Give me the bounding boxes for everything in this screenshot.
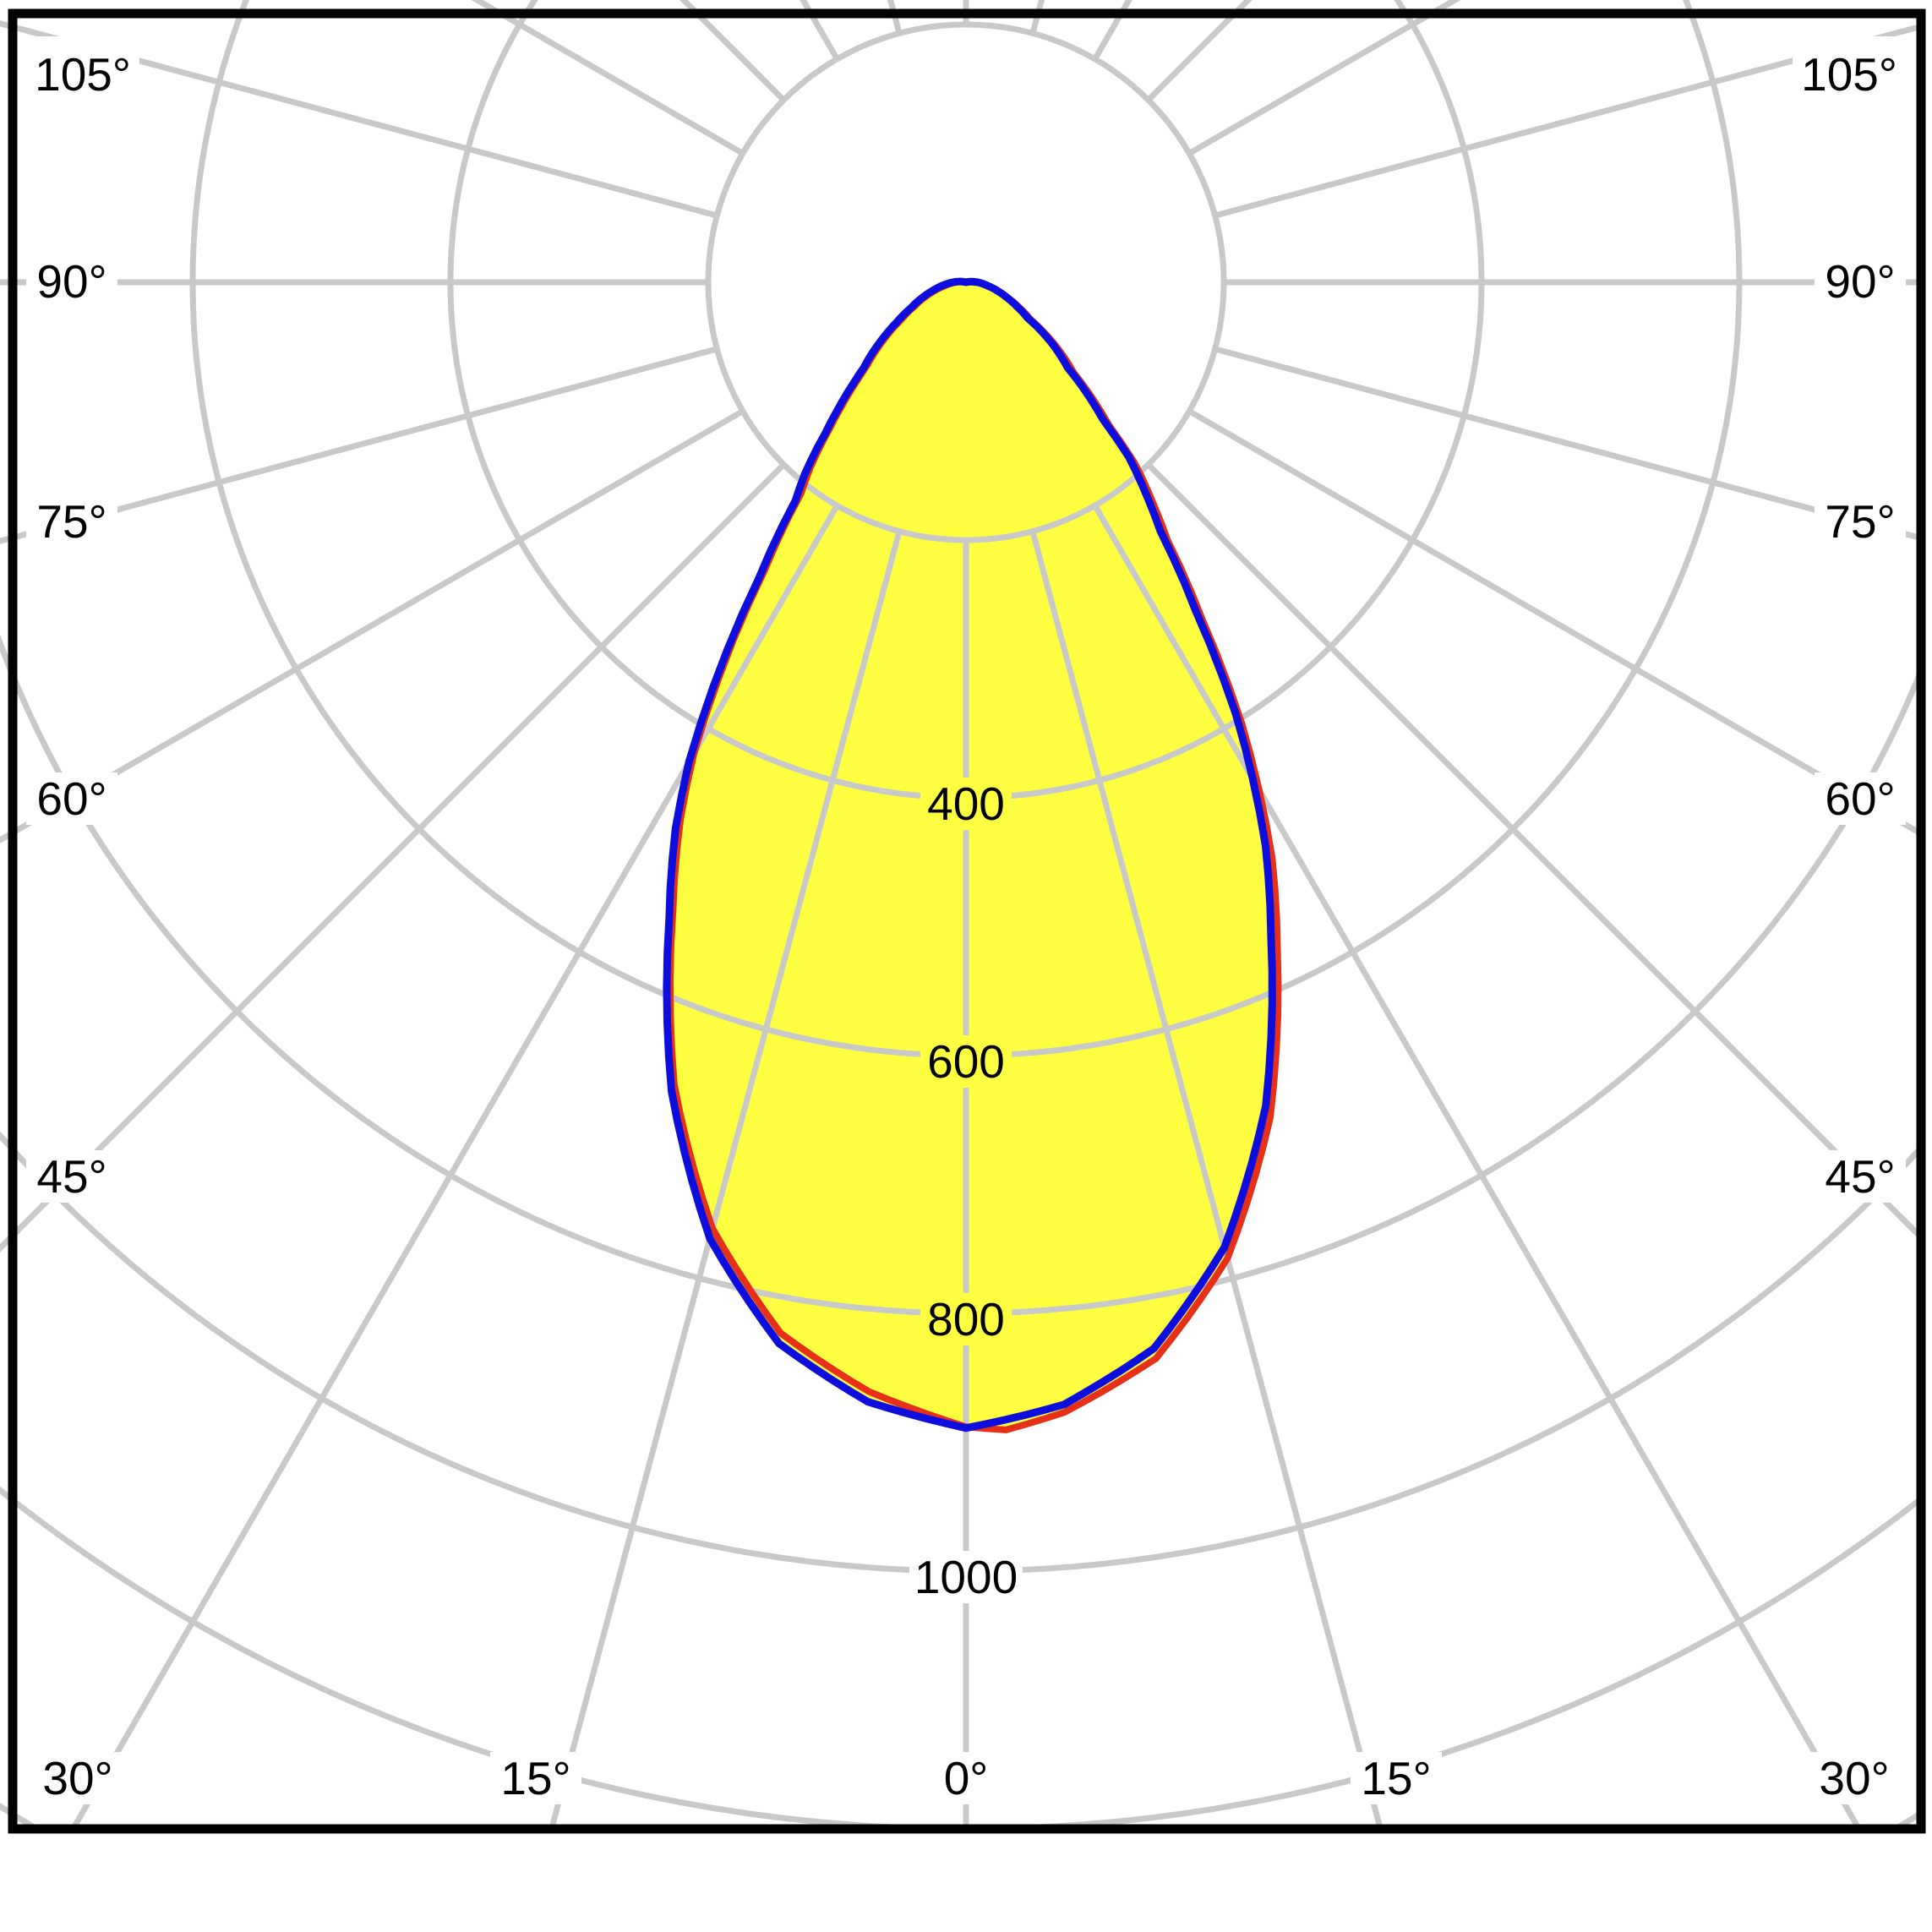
angle-tick-label-gap xyxy=(26,36,139,112)
intensity-curve-blue xyxy=(663,277,1276,1433)
radius-tick-label-gap xyxy=(909,1551,1023,1603)
angle-tick-label-gap xyxy=(26,1150,117,1203)
radius-tick-label-gap xyxy=(920,1035,1012,1088)
angle-tick-label: 0° xyxy=(944,1752,989,1804)
angle-tick-label: 15° xyxy=(500,1752,570,1804)
angle-tick-label: 75° xyxy=(36,495,106,548)
beam-lobe-fill xyxy=(666,281,1273,1428)
angle-tick-label: 30° xyxy=(42,1752,112,1804)
angle-tick-label-gap xyxy=(931,1752,1001,1804)
radius-tick-label: 1000 xyxy=(914,1551,1018,1603)
angle-tick-label: 90° xyxy=(36,255,106,308)
radius-tick-label-gap xyxy=(920,1293,1012,1345)
angle-grid-spoke xyxy=(1029,530,1384,1829)
angle-grid-spoke xyxy=(0,408,745,843)
angle-tick-label-gap xyxy=(1815,495,1906,548)
angle-tick-label-gap xyxy=(1793,36,1906,112)
angle-tick-label-gap xyxy=(1351,1752,1442,1804)
angle-tick-label-gap xyxy=(26,772,117,825)
angle-tick-label: 30° xyxy=(1819,1752,1889,1804)
angle-tick-label-gap xyxy=(1809,1752,1900,1804)
angle-tick-label-gap xyxy=(490,1752,581,1804)
angle-tick-label-gap xyxy=(1815,255,1906,308)
angle-grid-spoke xyxy=(548,530,903,1829)
angle-grid-spoke xyxy=(1187,408,1922,838)
radius-tick-label-gap xyxy=(920,778,1012,830)
angle-tick-label-gap xyxy=(26,255,117,308)
angle-tick-label-gap xyxy=(1815,772,1906,825)
angle-tick-label-gap xyxy=(32,1752,123,1804)
angle-grid-spoke xyxy=(1214,23,1922,219)
angle-tick-label: 105° xyxy=(35,48,131,101)
angle-tick-label: 15° xyxy=(1361,1752,1431,1804)
angle-grid-spoke xyxy=(1146,462,1922,1242)
radius-tick-label: 600 xyxy=(927,1035,1005,1088)
angle-tick-label: 45° xyxy=(36,1150,106,1203)
angle-tick-label-gap xyxy=(26,495,117,548)
angle-tick-label-gap xyxy=(1815,1150,1906,1203)
radius-tick-label: 400 xyxy=(927,778,1005,830)
radius-tick-label: 800 xyxy=(927,1293,1005,1345)
angle-tick-label: 75° xyxy=(1825,495,1895,548)
angle-grid-spoke xyxy=(69,504,840,1829)
angle-grid-spoke xyxy=(1214,346,1922,542)
angle-grid-spoke xyxy=(1092,504,1863,1829)
angle-tick-label: 60° xyxy=(1825,772,1895,825)
chart-frame xyxy=(8,8,1926,1834)
angle-tick-label: 60° xyxy=(36,772,106,825)
angle-tick-label: 105° xyxy=(1801,48,1897,101)
angle-grid-spoke xyxy=(0,20,718,219)
angle-tick-label: 90° xyxy=(1825,255,1895,308)
angle-grid-spoke xyxy=(0,346,718,544)
angle-tick-label: 45° xyxy=(1825,1150,1895,1203)
